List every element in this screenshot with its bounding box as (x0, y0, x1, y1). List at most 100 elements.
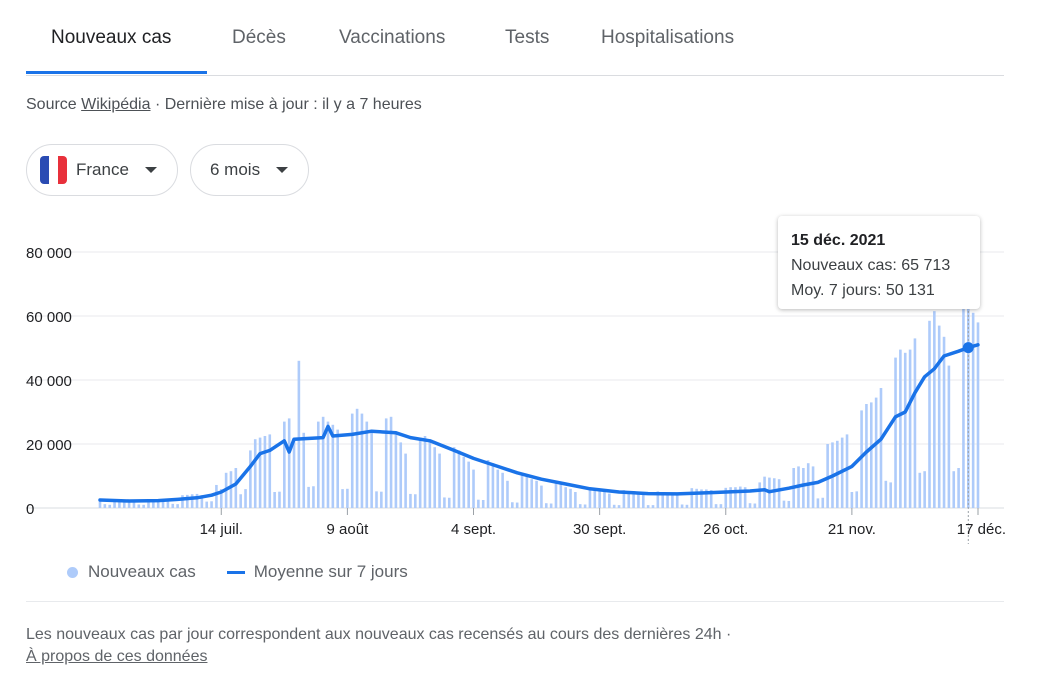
case-bar (685, 504, 689, 508)
case-bar (219, 489, 223, 508)
case-bar (957, 468, 960, 508)
case-bar (952, 471, 956, 508)
y-tick-label: 20 000 (26, 437, 72, 454)
case-bar (821, 497, 825, 508)
period-label: 6 mois (210, 160, 261, 179)
case-bar (443, 497, 446, 508)
chart-legend: Nouveaux cas Moyenne sur 7 jours (67, 560, 408, 584)
case-bar (540, 485, 543, 508)
period-dropdown[interactable]: 6 mois (190, 144, 309, 196)
case-bar (811, 466, 815, 508)
case-bar (258, 437, 262, 508)
case-bar (176, 504, 179, 508)
case-bar (278, 491, 281, 508)
case-bar (564, 487, 567, 508)
case-bar (559, 484, 563, 508)
case-bar (627, 491, 631, 508)
case-bar (826, 444, 829, 508)
case-bar (511, 502, 514, 508)
case-bar (360, 413, 364, 508)
case-bar (302, 432, 306, 508)
case-bar (292, 437, 296, 508)
chart-tooltip: 15 déc. 2021 Nouveaux cas: 65 713 Moy. 7… (778, 216, 980, 309)
legend-new-cases: Nouveaux cas (88, 562, 196, 581)
case-bar (598, 490, 601, 508)
case-bar (394, 431, 398, 508)
case-bar (588, 487, 592, 508)
case-bar (433, 447, 437, 508)
case-bar (637, 493, 640, 508)
x-tick-label: 9 août (327, 521, 370, 538)
case-bar (113, 499, 116, 508)
case-bar (608, 493, 611, 508)
case-bar (845, 434, 849, 508)
case-bar (370, 432, 373, 508)
source-link[interactable]: Wikipédia (81, 96, 151, 113)
case-bar (695, 488, 698, 508)
case-bar (127, 500, 131, 508)
case-bar (428, 440, 432, 508)
caret-down-icon (276, 167, 288, 173)
cases-chart[interactable]: 0 20 000 40 000 60 000 80 000 14 juil. 9 août 4… (0, 210, 1060, 555)
case-bar (253, 439, 257, 508)
case-bar (894, 357, 897, 508)
y-tick-label: 60 000 (26, 309, 72, 326)
case-bar (802, 468, 805, 508)
case-bar (103, 504, 107, 508)
case-bar (438, 453, 441, 508)
tab-deaths[interactable]: Décès (232, 27, 286, 48)
case-bar (316, 421, 320, 508)
case-bar (641, 494, 645, 508)
case-bar (748, 503, 752, 508)
divider (26, 601, 1004, 602)
case-bar (273, 492, 276, 508)
case-bar (326, 421, 330, 508)
tooltip-date: 15 déc. 2021 (791, 232, 886, 249)
x-tick-label: 26 oct. (703, 521, 748, 538)
case-bar (739, 486, 742, 508)
case-bar (501, 472, 504, 508)
country-label: France (76, 160, 129, 179)
case-bar (544, 503, 548, 508)
tab-new-cases[interactable]: Nouveaux cas (51, 27, 172, 48)
case-bar (928, 320, 931, 508)
case-bar (908, 349, 912, 508)
tab-vaccinations[interactable]: Vaccinations (339, 27, 446, 48)
case-bar (661, 492, 664, 508)
case-bar (152, 499, 155, 508)
bar-legend-swatch (67, 566, 78, 578)
tab-tests[interactable]: Tests (505, 27, 550, 48)
case-bar (734, 487, 737, 508)
case-bar (477, 499, 480, 508)
france-flag-icon (40, 156, 67, 184)
case-bar (239, 494, 242, 508)
case-bar (287, 418, 291, 508)
case-bar (583, 504, 587, 508)
case-bar (297, 360, 301, 508)
case-bar (418, 437, 422, 508)
case-bar (234, 468, 238, 508)
case-bar (210, 501, 213, 508)
caret-down-icon (145, 167, 157, 173)
case-bar (535, 480, 538, 508)
hover-point-marker (962, 342, 974, 354)
case-bar (782, 500, 786, 508)
case-bar (142, 504, 145, 508)
country-dropdown[interactable]: France (26, 144, 178, 196)
tooltip-new-cases: Nouveaux cas: 65 713 (791, 257, 951, 274)
case-bar (947, 365, 951, 508)
case-bar (617, 505, 621, 508)
case-bar (447, 497, 451, 508)
case-bar (976, 322, 980, 508)
case-bar (889, 482, 892, 508)
case-bar (554, 480, 558, 508)
case-bar (122, 500, 126, 508)
case-bar (787, 500, 791, 508)
about-data-link[interactable]: À propos de ces données (26, 648, 208, 665)
tab-hospitalisations[interactable]: Hospitalisations (601, 27, 735, 48)
case-bar (651, 505, 655, 508)
case-bar (753, 503, 757, 508)
case-bar (457, 450, 461, 508)
case-bar (346, 488, 349, 508)
case-bar (530, 479, 534, 508)
